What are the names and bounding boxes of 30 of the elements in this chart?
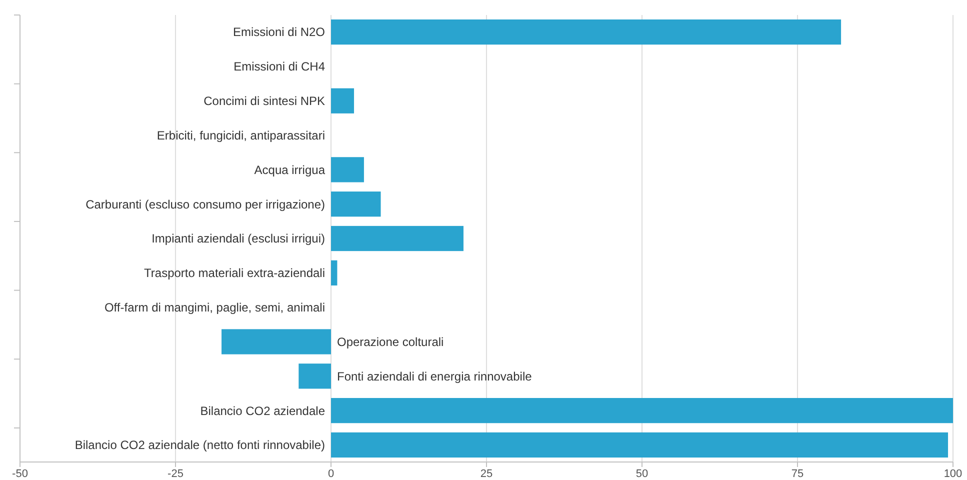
y-tick-label: Off-farm di mangimi, paglie, semi, animali (104, 300, 325, 315)
x-tick-label: 75 (791, 468, 804, 480)
bar (331, 260, 338, 286)
bar (331, 226, 464, 252)
bar (298, 364, 331, 389)
bar (331, 19, 842, 45)
x-tick-label: -50 (12, 468, 28, 480)
x-tick-label: 50 (636, 468, 648, 480)
y-tick-label: Impianti aziendali (esclusi irrigui) (152, 232, 325, 246)
bar (331, 398, 953, 424)
y-tick-label: Concimi di sintesi NPK (204, 94, 325, 108)
bar (331, 157, 364, 182)
x-tick-label: 100 (944, 468, 962, 480)
y-tick-label: Emissioni di CH4 (234, 60, 326, 74)
bar (331, 432, 948, 458)
y-tick-label: Fonti aziendali di energia rinnovabile (337, 369, 532, 384)
y-tick-label: Carburanti (escluso consumo per irrigazione) (86, 197, 326, 212)
bar (331, 88, 354, 114)
x-tick-label: -25 (168, 468, 184, 480)
y-tick-label: Acqua irrigua (254, 162, 326, 177)
bar (222, 329, 331, 354)
y-tick-label: Operazione colturali (337, 334, 444, 349)
x-tick-label: 0 (328, 468, 334, 480)
bar (331, 192, 381, 217)
y-tick-label: Bilancio CO2 aziendale (netto fonti rinnovabile) (74, 438, 325, 452)
y-tick-label: Bilancio CO2 aziendale (200, 404, 326, 418)
y-tick-label: Emissioni di N2O (232, 25, 325, 40)
y-tick-label: Trasporto materiali extra-aziendali (144, 266, 325, 280)
y-tick-label: Erbiciti, fungicidi, antiparassitari (156, 128, 325, 142)
x-tick-label: 25 (480, 468, 493, 480)
